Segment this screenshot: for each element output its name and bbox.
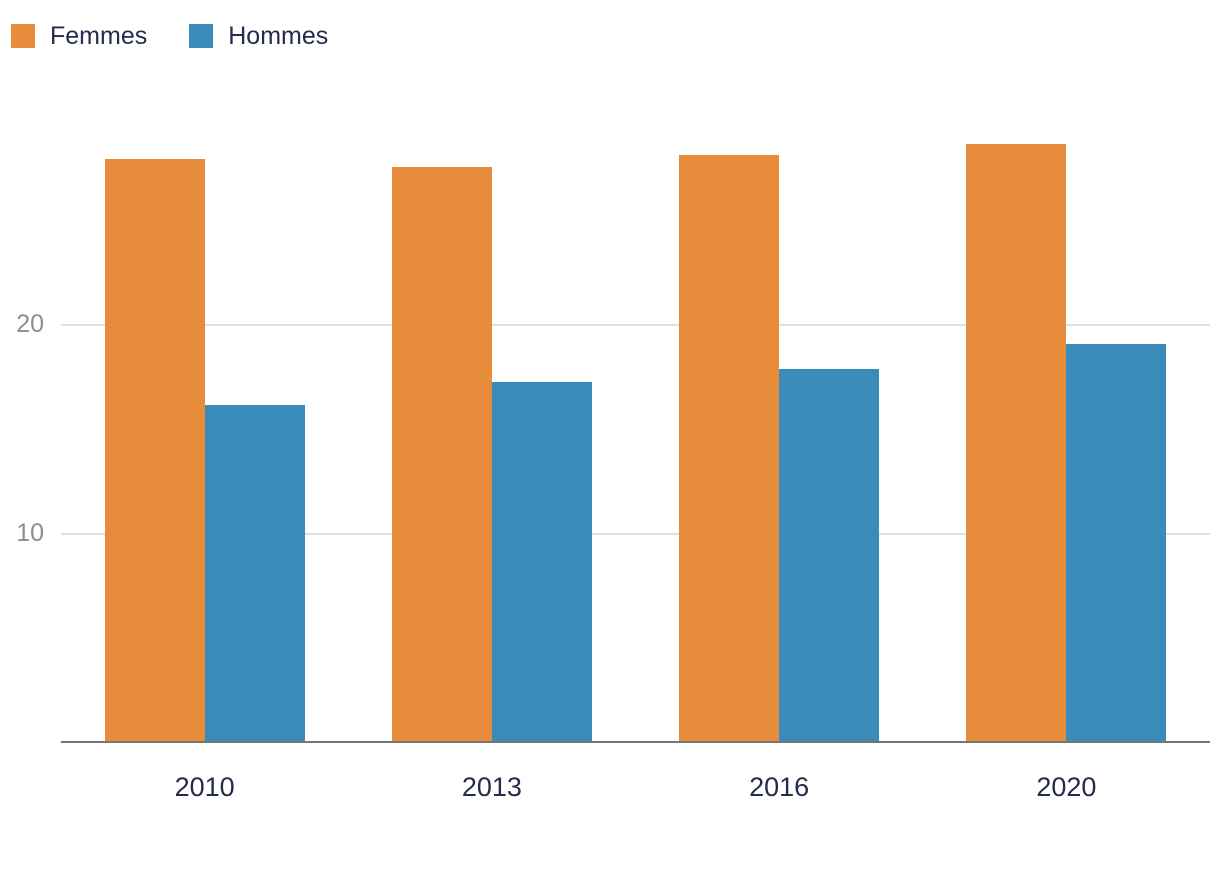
xtick-label-2016: 2016 [749,772,810,802]
xtick-label-2020: 2020 [1036,772,1097,802]
legend-label-hommes: Hommes [228,22,329,50]
bar-femmes-2013 [391,167,492,742]
chart-legend: Femmes Hommes [11,22,328,50]
femmes-color-swatch-icon [11,24,35,48]
legend-item-hommes: Hommes [189,22,328,50]
bar-hommes-2020 [1066,344,1167,742]
xtick-label-2013: 2013 [461,772,522,802]
bar-hommes-2016 [779,369,880,742]
legend-label-femmes: Femmes [50,22,148,50]
gridline-y10 [61,532,1210,535]
x-axis-line [61,741,1210,743]
legend-item-femmes: Femmes [11,22,147,50]
gridline-y20 [61,324,1210,327]
hommes-color-swatch-icon [189,24,214,48]
bar-hommes-2010 [204,404,305,742]
bar-hommes-2013 [491,381,592,742]
bar-femmes-2010 [104,158,205,742]
bar-femmes-2016 [679,154,780,742]
xtick-label-2010: 2010 [174,772,235,802]
ytick-label-10: 10 [16,518,44,547]
ytick-label-20: 20 [16,310,44,339]
bar-femmes-2020 [966,144,1067,742]
